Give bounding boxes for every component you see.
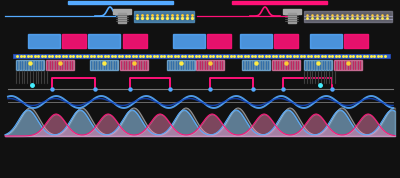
Bar bbox=[304, 11, 392, 22]
Bar bbox=[68, 1, 173, 4]
Bar bbox=[288, 13, 296, 23]
Bar bbox=[207, 34, 231, 48]
Bar bbox=[232, 1, 327, 4]
Bar bbox=[242, 60, 270, 70]
Bar bbox=[46, 60, 74, 70]
Bar bbox=[310, 34, 342, 48]
Bar bbox=[240, 34, 272, 48]
Bar bbox=[134, 11, 194, 22]
Bar bbox=[304, 60, 332, 70]
Bar bbox=[173, 34, 205, 48]
Bar bbox=[118, 13, 126, 23]
Bar bbox=[88, 34, 120, 48]
Bar bbox=[123, 34, 147, 48]
Bar bbox=[274, 34, 298, 48]
Bar bbox=[113, 9, 131, 14]
Bar bbox=[16, 60, 44, 70]
Bar bbox=[334, 60, 362, 70]
Bar bbox=[62, 34, 86, 48]
Bar bbox=[120, 60, 148, 70]
Bar bbox=[90, 60, 118, 70]
Bar bbox=[167, 60, 195, 70]
Bar bbox=[283, 9, 301, 14]
Bar bbox=[28, 34, 60, 48]
Bar bbox=[272, 60, 300, 70]
Bar bbox=[196, 60, 224, 70]
Bar bbox=[344, 34, 368, 48]
